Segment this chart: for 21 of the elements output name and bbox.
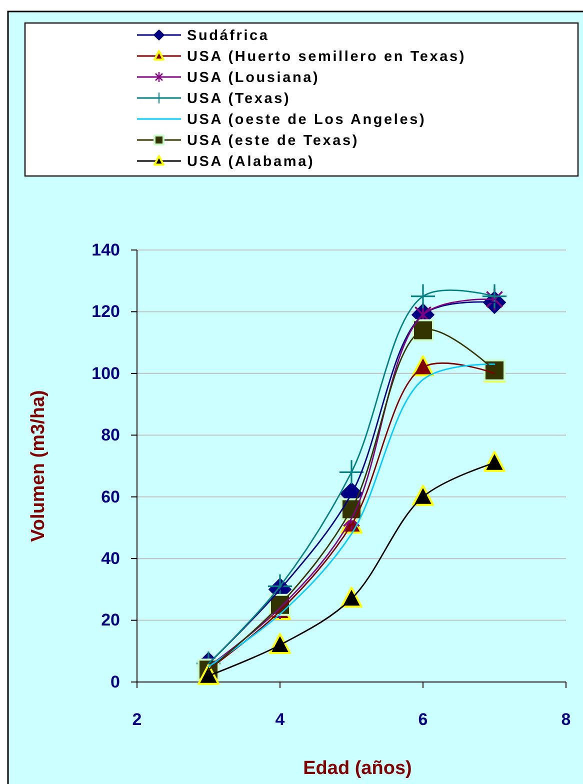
y-tick-label: 0 bbox=[110, 672, 120, 692]
legend-label: Sudáfrica bbox=[187, 28, 270, 44]
x-tick-label: 2 bbox=[132, 710, 142, 730]
y-tick-label: 60 bbox=[101, 487, 120, 506]
y-tick-label: 100 bbox=[92, 364, 120, 383]
y-tick-label: 40 bbox=[101, 549, 120, 568]
x-tick-label: 8 bbox=[561, 710, 571, 730]
y-tick-label: 80 bbox=[101, 426, 120, 445]
legend-label: USA (Lousiana) bbox=[187, 70, 320, 86]
y-axis-title: Volumen (m3/ha) bbox=[28, 390, 49, 542]
x-tick-label: 4 bbox=[275, 710, 286, 730]
x-tick-label: 6 bbox=[418, 710, 428, 730]
legend-label: USA (Texas) bbox=[187, 91, 291, 107]
legend-label: USA (este de Texas) bbox=[187, 133, 359, 149]
legend-label: USA (oeste de Los Angeles) bbox=[187, 112, 426, 128]
legend-label: USA (Alabama) bbox=[187, 154, 315, 170]
y-tick-label: 120 bbox=[92, 302, 120, 322]
y-tick-label: 140 bbox=[92, 240, 120, 260]
x-axis-title: Edad (años) bbox=[303, 758, 412, 779]
legend-label: USA (Huerto semillero en Texas) bbox=[187, 49, 466, 65]
y-tick-label: 20 bbox=[101, 610, 120, 630]
